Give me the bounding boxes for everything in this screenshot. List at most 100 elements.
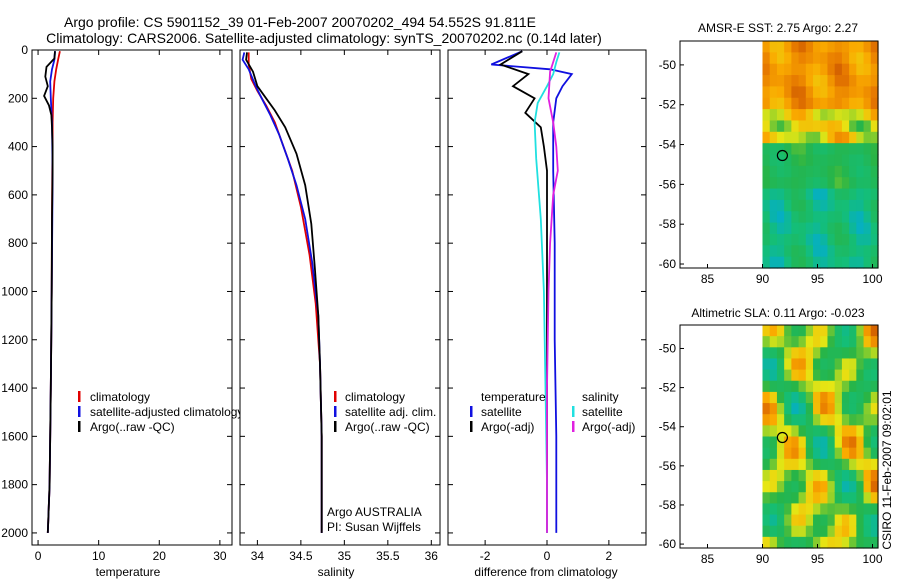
sst-map-cell xyxy=(834,63,843,76)
sst-map-cell xyxy=(863,256,872,269)
sst-map-cell xyxy=(784,131,792,144)
sst-map-cell xyxy=(863,86,872,99)
sst-map-cell xyxy=(870,188,879,201)
sla-map-cell xyxy=(856,336,865,348)
sla-map-cell xyxy=(784,391,792,404)
sst-map-cell xyxy=(805,211,814,224)
sla-map-title: Altimetric SLA: 0.11 Argo: -0.023 xyxy=(691,306,865,320)
sla-map-cell xyxy=(805,336,814,348)
sst-map-cell xyxy=(834,256,843,269)
sla-map-cell xyxy=(870,492,879,504)
sla-map-cell xyxy=(820,391,829,404)
sla-map-cell xyxy=(856,458,865,471)
sst-map-cell xyxy=(784,120,792,133)
sst-map-cell xyxy=(813,109,821,122)
sla-map-cell xyxy=(870,536,879,549)
sla-map-cell xyxy=(863,492,872,504)
sst-map-cell xyxy=(870,75,879,87)
sla-map-cell xyxy=(856,414,865,426)
sst-map-cell xyxy=(827,177,836,190)
depth-ytick-label-6: 1200 xyxy=(1,333,28,347)
sla-map-cell xyxy=(798,469,807,482)
sla-map-cell xyxy=(827,380,836,393)
sst-map-cell xyxy=(762,199,771,212)
sst-map-ytick-label-1: -52 xyxy=(659,98,677,112)
sla-map-cell xyxy=(841,503,850,516)
sla-map-cell xyxy=(798,458,807,471)
sla-map-cell xyxy=(834,403,843,415)
sst-map-cell xyxy=(863,177,872,190)
sst-map-cell xyxy=(820,233,829,246)
sst-map-cell xyxy=(870,233,879,246)
sla-map-cell xyxy=(798,369,807,382)
temp-legend-label-argo: Argo(..raw -QC) xyxy=(90,420,175,434)
sst-map-cell xyxy=(849,41,857,53)
sla-map-cell xyxy=(834,469,843,482)
sst-map-cell xyxy=(791,97,800,110)
sla-map-cell xyxy=(813,469,821,482)
sla-map-cell xyxy=(841,391,850,404)
sla-map-cell xyxy=(834,481,843,493)
sla-map-cell xyxy=(827,525,836,538)
sst-map-cell xyxy=(791,165,800,178)
sla-map-cell xyxy=(841,436,850,449)
sla-map-cell xyxy=(827,469,836,482)
sst-map-cell xyxy=(856,233,865,246)
sst-map-cell xyxy=(813,131,821,144)
sla-map-cell xyxy=(784,369,792,382)
sst-map-cell xyxy=(813,120,821,133)
sla-map-cell xyxy=(784,536,792,549)
sst-map-cell xyxy=(834,165,843,178)
diff-legend-label-temp-satellite: satellite xyxy=(481,405,522,419)
sst-map-cell xyxy=(863,245,872,258)
sst-map-cell xyxy=(841,165,850,178)
sst-map-cell xyxy=(791,233,800,246)
sst-map-cell xyxy=(762,245,771,258)
sla-map-cell xyxy=(841,347,850,360)
sst-map-cell xyxy=(769,97,778,110)
sla-map-cell xyxy=(820,358,829,371)
sla-map-cell xyxy=(834,347,843,360)
sst-map-cell xyxy=(813,63,821,76)
sla-map-cell xyxy=(849,525,857,538)
sst-map-cell xyxy=(870,97,879,110)
sst-argo-location-marker xyxy=(776,149,789,162)
sla-map-cell xyxy=(791,336,800,348)
sst-map-cell xyxy=(805,109,814,122)
sla-map-cell xyxy=(820,403,829,415)
sla-map-cell xyxy=(776,336,785,348)
sla-map-cell xyxy=(827,369,836,382)
salinity-xtick-label-0: 34 xyxy=(251,549,265,563)
sla-map-cell xyxy=(841,458,850,471)
sla-map-cell xyxy=(813,347,821,360)
sla-map-cell xyxy=(784,436,792,449)
sla-map-cell xyxy=(870,436,879,449)
sst-map-cell xyxy=(762,52,771,65)
sla-map-cell xyxy=(769,503,778,516)
sst-map-cell xyxy=(870,154,879,167)
sla-map-cell xyxy=(841,380,850,393)
sla-map-cell xyxy=(769,403,778,415)
sla-map-cell xyxy=(820,347,829,360)
sla-map-cell xyxy=(834,336,843,348)
sst-map-ytick-label-2: -54 xyxy=(659,138,677,152)
sla-map-cell xyxy=(834,447,843,460)
sla-map-cell xyxy=(776,325,785,337)
difference-xlabel: difference from climatology xyxy=(474,565,617,579)
sla-map-cell xyxy=(870,414,879,426)
sla-map-cell xyxy=(827,536,836,549)
sla-map-cell xyxy=(769,525,778,538)
sla-map-cell xyxy=(834,380,843,393)
salinity-series-2 xyxy=(245,52,323,533)
sst-map-cell xyxy=(870,131,879,144)
sla-map-cell xyxy=(841,481,850,493)
sst-map-cell xyxy=(784,211,792,224)
salinity-annotation-program: Argo AUSTRALIA xyxy=(327,505,422,519)
sst-map-cell xyxy=(805,143,814,156)
sst-map-cell xyxy=(784,177,792,190)
sst-map-cell xyxy=(827,245,836,258)
sst-map-cell xyxy=(776,120,785,133)
sla-map-cell xyxy=(856,347,865,360)
sst-map-cell xyxy=(841,52,850,65)
sla-map-cell xyxy=(820,336,829,348)
